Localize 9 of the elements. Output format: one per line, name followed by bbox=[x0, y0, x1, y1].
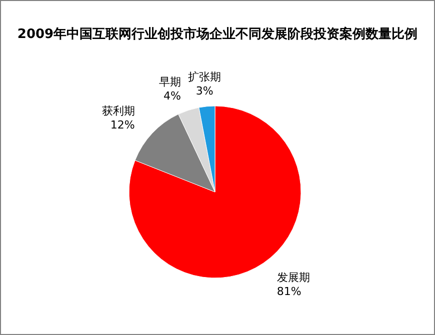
data-label: 4% bbox=[164, 89, 182, 102]
slice-label: 获利期 bbox=[102, 104, 135, 118]
data-label: 3% bbox=[196, 84, 214, 98]
slice-label: 早期 bbox=[159, 75, 182, 88]
data-label: 12% bbox=[110, 118, 135, 132]
data-label: 81% bbox=[276, 284, 302, 298]
slice-label: 发展期 bbox=[276, 270, 310, 284]
chart-title: 2009年中国互联网行业创投市场企业不同发展阶段投资案例数量比例 bbox=[17, 26, 418, 42]
slice-label: 扩张期 bbox=[188, 70, 222, 84]
